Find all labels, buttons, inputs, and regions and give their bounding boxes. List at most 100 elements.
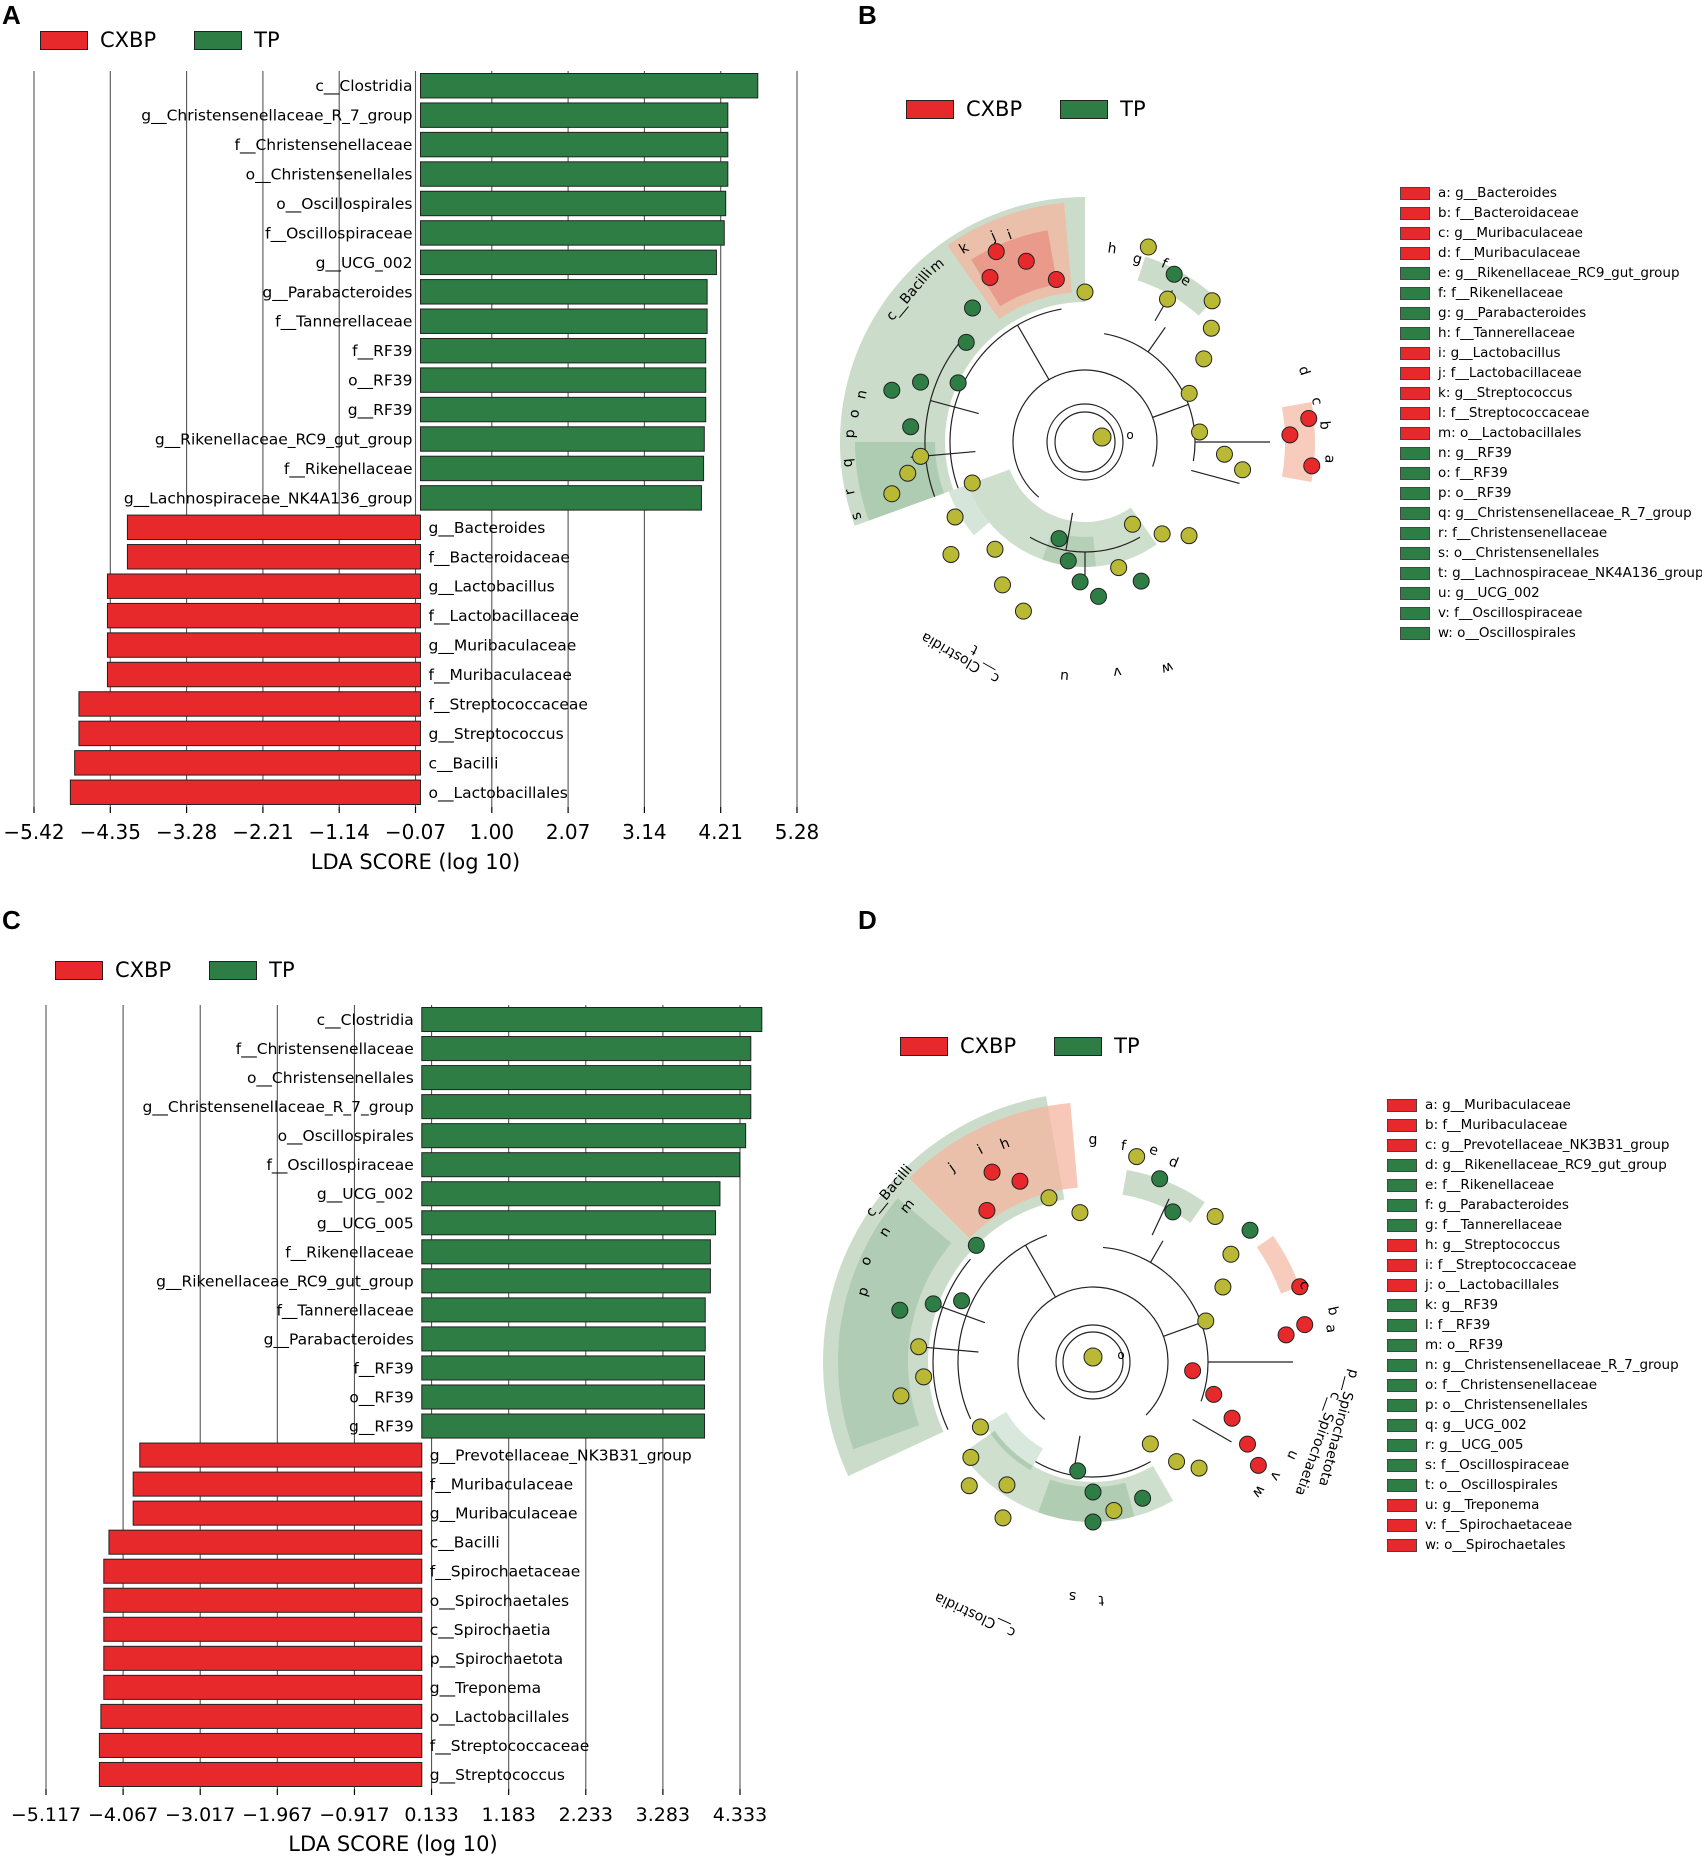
legend-item-label: b: f__Bacteroidaceae — [1438, 205, 1579, 221]
legend-item-label: s: f__Oscillospiraceae — [1425, 1457, 1570, 1473]
legend-item-label: k: g__Streptococcus — [1438, 385, 1573, 401]
legend-swatch — [1400, 326, 1430, 340]
tree-node — [978, 1201, 996, 1219]
x-tick-label: 3.283 — [636, 1804, 690, 1826]
legend-item-label: g: g__Parabacteroides — [1438, 305, 1587, 321]
tree-node — [1281, 426, 1299, 444]
tree-branch — [930, 400, 979, 415]
bar — [103, 1645, 423, 1671]
legend-item-label: i: g__Lactobacillus — [1438, 345, 1561, 361]
tree-branch — [932, 1258, 971, 1430]
tree-node — [1141, 1435, 1159, 1453]
bar-label: g__Streptococcus — [428, 725, 563, 744]
tree-node — [1195, 350, 1213, 368]
cladogram-legend-item: t: o__Oscillospirales — [1387, 1475, 1679, 1495]
x-tick-label: 2.233 — [559, 1804, 613, 1826]
x-tick-label: 4.333 — [713, 1804, 767, 1826]
legend-label-tp: TP — [254, 28, 280, 52]
bar — [132, 1500, 423, 1526]
bar-label: f__RF39 — [353, 1359, 413, 1378]
bar — [78, 691, 421, 717]
tree-node — [1168, 1453, 1186, 1471]
bar-label: g__Parabacteroides — [262, 283, 412, 302]
bar — [139, 1442, 423, 1468]
x-tick-label: 2.07 — [546, 820, 591, 844]
legend-swatch-tp — [1060, 99, 1109, 119]
bar — [132, 1471, 423, 1497]
bar-label: o__RF39 — [349, 1389, 413, 1408]
bar-label: f__Tannerellaceae — [276, 1301, 413, 1320]
tree-node — [1191, 423, 1209, 441]
tree-node — [1241, 1221, 1259, 1239]
tree-node — [957, 333, 975, 351]
bar — [421, 1297, 706, 1323]
cladogram-legend-item: i: g__Lactobacillus — [1400, 343, 1702, 363]
legend-swatch — [1400, 386, 1430, 400]
tree-branch — [1147, 326, 1166, 353]
legend-label-cxbp: CXBP — [960, 1034, 1017, 1058]
legend-swatch — [1400, 186, 1430, 200]
tree-branch — [1152, 403, 1189, 418]
clade-letter: s — [1068, 1588, 1077, 1605]
legend-c: CXBP TP — [55, 958, 333, 982]
tree-node — [1206, 1207, 1224, 1225]
tree-node — [1083, 1347, 1103, 1367]
tree-node — [962, 1448, 980, 1466]
x-tick-label: −2.21 — [232, 820, 293, 844]
x-tick-label: −3.017 — [165, 1804, 235, 1826]
tree-node — [983, 1163, 1001, 1181]
tree-node — [981, 268, 999, 286]
bar-label: g__Bacteroides — [428, 519, 545, 538]
bar-label: o__Spirochaetales — [430, 1592, 569, 1611]
bar-label: f__Streptococcaceae — [430, 1737, 589, 1756]
legend-label-tp: TP — [1114, 1034, 1140, 1058]
tree-branch — [1102, 1246, 1209, 1402]
tree-node — [1124, 515, 1141, 533]
bar-label: f__Bacteroidaceae — [428, 548, 569, 567]
cladogram-legend-d: a: g__Muribaculaceae b: f__Muribaculaceae… — [1387, 1095, 1679, 1555]
panel-label-b: B — [858, 0, 877, 30]
legend-swatch — [1387, 1118, 1417, 1132]
clade-sector — [967, 469, 1157, 567]
tree-branch — [1163, 1322, 1202, 1337]
clade-sector — [855, 442, 945, 521]
legend-label-cxbp: CXBP — [966, 97, 1023, 121]
tree-node — [1296, 1316, 1314, 1334]
x-tick-label: −0.07 — [385, 820, 446, 844]
bar-label: f__Oscillospiraceae — [266, 1156, 413, 1175]
legend-item-label: r: g__UCG_005 — [1425, 1437, 1524, 1453]
cladogram-legend-item: f: f__Rikenellaceae — [1400, 283, 1702, 303]
tree-branch — [1065, 512, 1074, 551]
bar — [421, 1152, 741, 1178]
legend-item-label: f: g__Parabacteroides — [1425, 1197, 1569, 1213]
x-tick-label: −4.067 — [88, 1804, 158, 1826]
cladogram-legend-item: a: g__Muribaculaceae — [1387, 1095, 1679, 1115]
tree-node — [1151, 1170, 1169, 1188]
x-tick-label: −0.917 — [319, 1804, 389, 1826]
clade-letter: v — [1266, 1468, 1284, 1484]
legend-swatch — [1400, 446, 1430, 460]
cladogram-legend-item: j: f__Lactobacillaceae — [1400, 363, 1702, 383]
clade-sector — [984, 1412, 1043, 1471]
legend-swatch — [1400, 206, 1430, 220]
tree-node — [1090, 587, 1108, 605]
legend-label-tp: TP — [269, 958, 295, 982]
tree-node — [1153, 525, 1171, 543]
cladogram-legend-item: w: o__Oscillospirales — [1400, 623, 1702, 643]
legend-swatch — [1400, 366, 1430, 380]
clade-sector — [1137, 256, 1216, 316]
bar-label: f__Oscillospiraceae — [265, 224, 412, 243]
clade-letter: o — [846, 408, 863, 418]
legend-swatch — [1387, 1398, 1417, 1412]
clade-letter: f — [1120, 1138, 1128, 1155]
legend-swatch — [1387, 1518, 1417, 1532]
bar-label: g__UCG_005 — [317, 1214, 414, 1233]
legend-swatch — [1387, 1458, 1417, 1472]
tree-node — [1300, 409, 1318, 427]
bar-label: f__Muribaculaceae — [428, 666, 571, 685]
tree-node — [964, 299, 982, 317]
cladogram-legend-item: c: g__Muribaculaceae — [1400, 223, 1702, 243]
legend-label-cxbp: CXBP — [115, 958, 172, 982]
legend-swatch — [1387, 1258, 1417, 1272]
cladogram-legend-item: v: f__Oscillospiraceae — [1400, 603, 1702, 623]
